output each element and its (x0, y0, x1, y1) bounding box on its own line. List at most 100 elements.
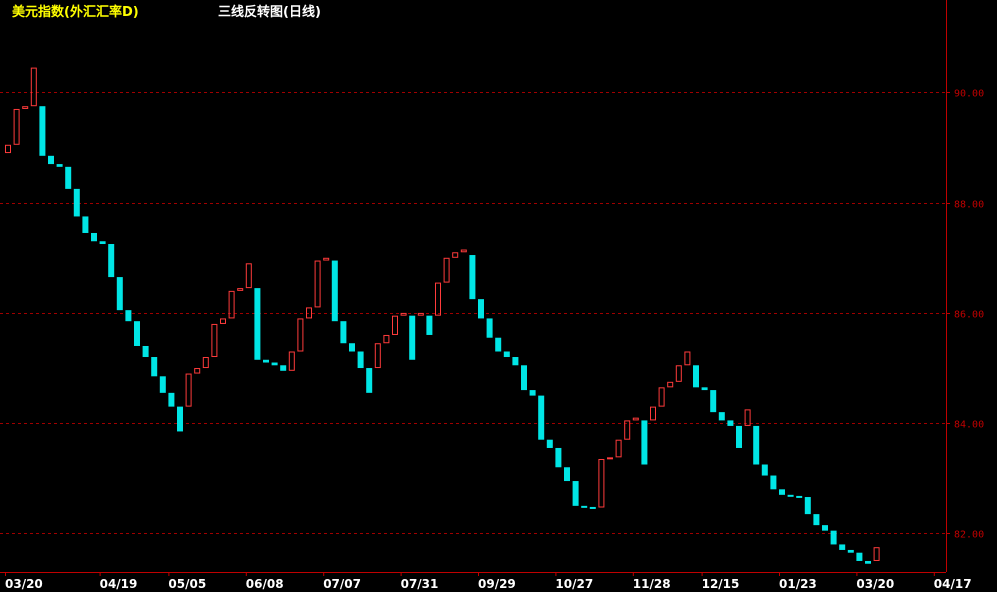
brick-down (727, 420, 734, 426)
brick-down (357, 351, 364, 369)
brick-down (796, 495, 803, 498)
x-axis-ticks: 03/20 04/19 05/05 06/08 07/07 07/31 09/29 10/27… (5, 572, 972, 591)
brick-down (48, 155, 54, 165)
brick-down (641, 420, 648, 465)
brick-down (753, 425, 760, 465)
x-tick-label: 03/20 (5, 577, 43, 591)
brick-up (314, 260, 321, 308)
brick-down (693, 365, 699, 388)
instrument-title: 美元指数(外汇汇率D) (12, 5, 139, 20)
x-tick-label: 06/08 (246, 577, 284, 591)
brick-up (228, 290, 235, 319)
brick-up (5, 144, 11, 154)
brick-up (211, 323, 218, 358)
brick-up (417, 312, 424, 316)
brick-down (486, 318, 493, 338)
brick-down (73, 188, 80, 217)
brick-down (503, 351, 510, 358)
brick-down (151, 357, 158, 377)
brick-down (478, 299, 484, 319)
brick-up (607, 457, 613, 460)
brick-down (830, 530, 837, 545)
brick-down (125, 310, 132, 322)
brick-down (589, 506, 596, 509)
brick-down (546, 439, 553, 448)
brick-down (331, 260, 338, 322)
brick-up (202, 357, 209, 369)
brick-down (168, 392, 175, 407)
brick-down (271, 362, 278, 366)
brick-up (460, 249, 467, 253)
brick-down (787, 494, 794, 497)
brick-up (632, 417, 639, 421)
brick-up (392, 315, 398, 335)
brick-up (30, 67, 37, 107)
x-tick-label: 07/07 (323, 577, 361, 591)
brick-down (779, 489, 785, 495)
x-tick-label: 10/27 (555, 577, 593, 591)
brick-down (340, 321, 347, 344)
brick-up (615, 439, 622, 458)
y-axis-ticks: 82.00 84.00 86.00 88.00 90.00 (946, 89, 984, 541)
brick-down (856, 552, 863, 561)
brick-down (426, 315, 433, 335)
brick-up (220, 318, 226, 324)
brick-down (839, 544, 846, 550)
brick-down (538, 395, 545, 440)
axes (0, 0, 947, 573)
y-tick-label: 90.00 (954, 89, 984, 100)
brick-down (469, 255, 476, 300)
brick-down (572, 481, 579, 506)
brick-down (847, 549, 854, 553)
brick-up (237, 288, 244, 291)
brick-down (581, 505, 588, 508)
brick-down (770, 475, 777, 490)
y-tick-label: 84.00 (954, 420, 984, 431)
brick-down (701, 387, 708, 391)
brick-down (263, 359, 269, 363)
brick-up (650, 406, 656, 421)
x-tick-label: 03/20 (856, 577, 894, 591)
brick-up (185, 373, 192, 407)
brick-down (555, 447, 562, 468)
brick-up (297, 318, 304, 352)
brick-down (512, 357, 519, 366)
indicator-title: 三线反转图(日线) (218, 5, 321, 20)
brick-up (452, 252, 459, 258)
brick-down (813, 514, 820, 526)
brick-down (822, 525, 828, 531)
brick-up (598, 458, 605, 508)
brick-up (13, 108, 20, 145)
brick-down (65, 166, 72, 189)
brick-down (82, 216, 89, 233)
brick-down (761, 464, 768, 476)
brick-down (409, 315, 416, 360)
brick-down (91, 232, 97, 242)
brick-up (374, 343, 381, 369)
brick-down (142, 345, 149, 358)
brick-up (323, 257, 330, 261)
brick-down (39, 106, 46, 156)
brick-down (108, 244, 115, 278)
y-tick-label: 86.00 (954, 310, 984, 321)
brick-down (564, 467, 570, 482)
brick-up (435, 282, 441, 316)
brick-up (245, 263, 252, 289)
brick-up (400, 312, 407, 316)
brick-down (56, 164, 63, 167)
brick-down (865, 560, 871, 564)
brick-up (306, 307, 312, 319)
brick-down (521, 365, 527, 391)
brick-down (254, 288, 261, 360)
brick-up (658, 387, 665, 407)
brick-down (529, 390, 536, 396)
brick-up (624, 420, 631, 440)
brick-up (383, 334, 390, 344)
brick-up (684, 351, 691, 366)
x-tick-label: 09/29 (478, 577, 516, 591)
x-tick-label: 12/15 (702, 577, 740, 591)
x-tick-label: 07/31 (401, 577, 439, 591)
brick-up (675, 365, 682, 382)
brick-up (667, 381, 674, 388)
